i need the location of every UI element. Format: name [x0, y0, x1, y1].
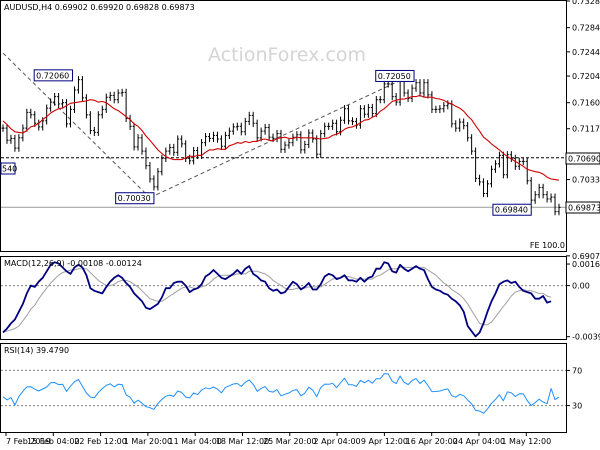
price-panel-frame — [0, 0, 567, 252]
rsi-y-tick-label: 70 — [572, 366, 582, 375]
x-tick-label: 9 Apr 12:00 — [361, 437, 408, 446]
moving-average-line — [2, 94, 560, 181]
macd-panel-frame — [0, 256, 567, 340]
trendline — [2, 52, 151, 199]
x-tick-label: 18 Mar 12:00 — [216, 437, 269, 446]
x-tick-label: 1 May 12:00 — [501, 437, 551, 446]
price-layer: 0.72060 0.70030 0.72050 0.69840 — [1, 52, 566, 216]
rsi-layer — [1, 369, 566, 414]
x-tick-label: 11 Mar 04:00 — [168, 437, 221, 446]
macd-layer — [1, 261, 566, 338]
x-tick-label: 16 Apr 20:00 — [406, 437, 458, 446]
x-tick-label: 15 Feb 04:00 — [27, 437, 79, 446]
price-annotation-box — [115, 192, 155, 205]
current-price-tag — [565, 201, 600, 214]
rsi-y-tick-label: 30 — [572, 402, 582, 411]
price-annotation-label: 0.72050 — [378, 72, 411, 81]
fib-label: FE 100.0 — [530, 241, 565, 250]
price-header: AUDUSD,H4 0.69902 0.69920 0.69828 0.6987… — [4, 3, 195, 12]
x-tick-label: 24 Apr 04:00 — [453, 437, 505, 446]
watermark: ActionForex.com — [208, 44, 366, 66]
current-price-label: 0.69873 — [568, 204, 600, 213]
rsi-header: RSI(14) 39.4790 — [4, 346, 69, 355]
level-tag-label: 0.70690 — [568, 155, 600, 164]
macd-line — [2, 261, 552, 338]
price-annotation-label: 0.72060 — [36, 71, 69, 80]
rsi-line — [2, 373, 560, 414]
level-left-label: 540 — [2, 165, 17, 174]
level-tag — [565, 152, 600, 165]
macd-y-tick-label: 0.00 — [572, 282, 590, 291]
macd-header: MACD(12,26,9) -0.00108 -0.00124 — [4, 259, 142, 268]
price-annotation-box — [33, 69, 73, 82]
price-annotation-box — [492, 203, 532, 216]
macd-y-tick-label: -0.003922 — [572, 333, 600, 342]
level-left-tag — [0, 162, 16, 175]
rsi-panel-frame — [0, 343, 567, 433]
macd-signal-line — [3, 266, 552, 332]
price-annotation-label: 0.69840 — [495, 206, 528, 215]
macd-y-tick-label: 0.001659 — [572, 260, 600, 269]
x-tick-label: 25 Mar 20:00 — [263, 437, 316, 446]
x-tick-label: 2 Apr 04:00 — [314, 437, 361, 446]
price-annotation-box — [375, 69, 415, 82]
price-annotation-label: 0.70030 — [118, 194, 151, 203]
x-tick-label: 22 Feb 12:00 — [74, 437, 126, 446]
x-tick-label: 1 Mar 20:00 — [124, 437, 172, 446]
x-tick-label: 7 Feb 2019 — [6, 437, 51, 446]
